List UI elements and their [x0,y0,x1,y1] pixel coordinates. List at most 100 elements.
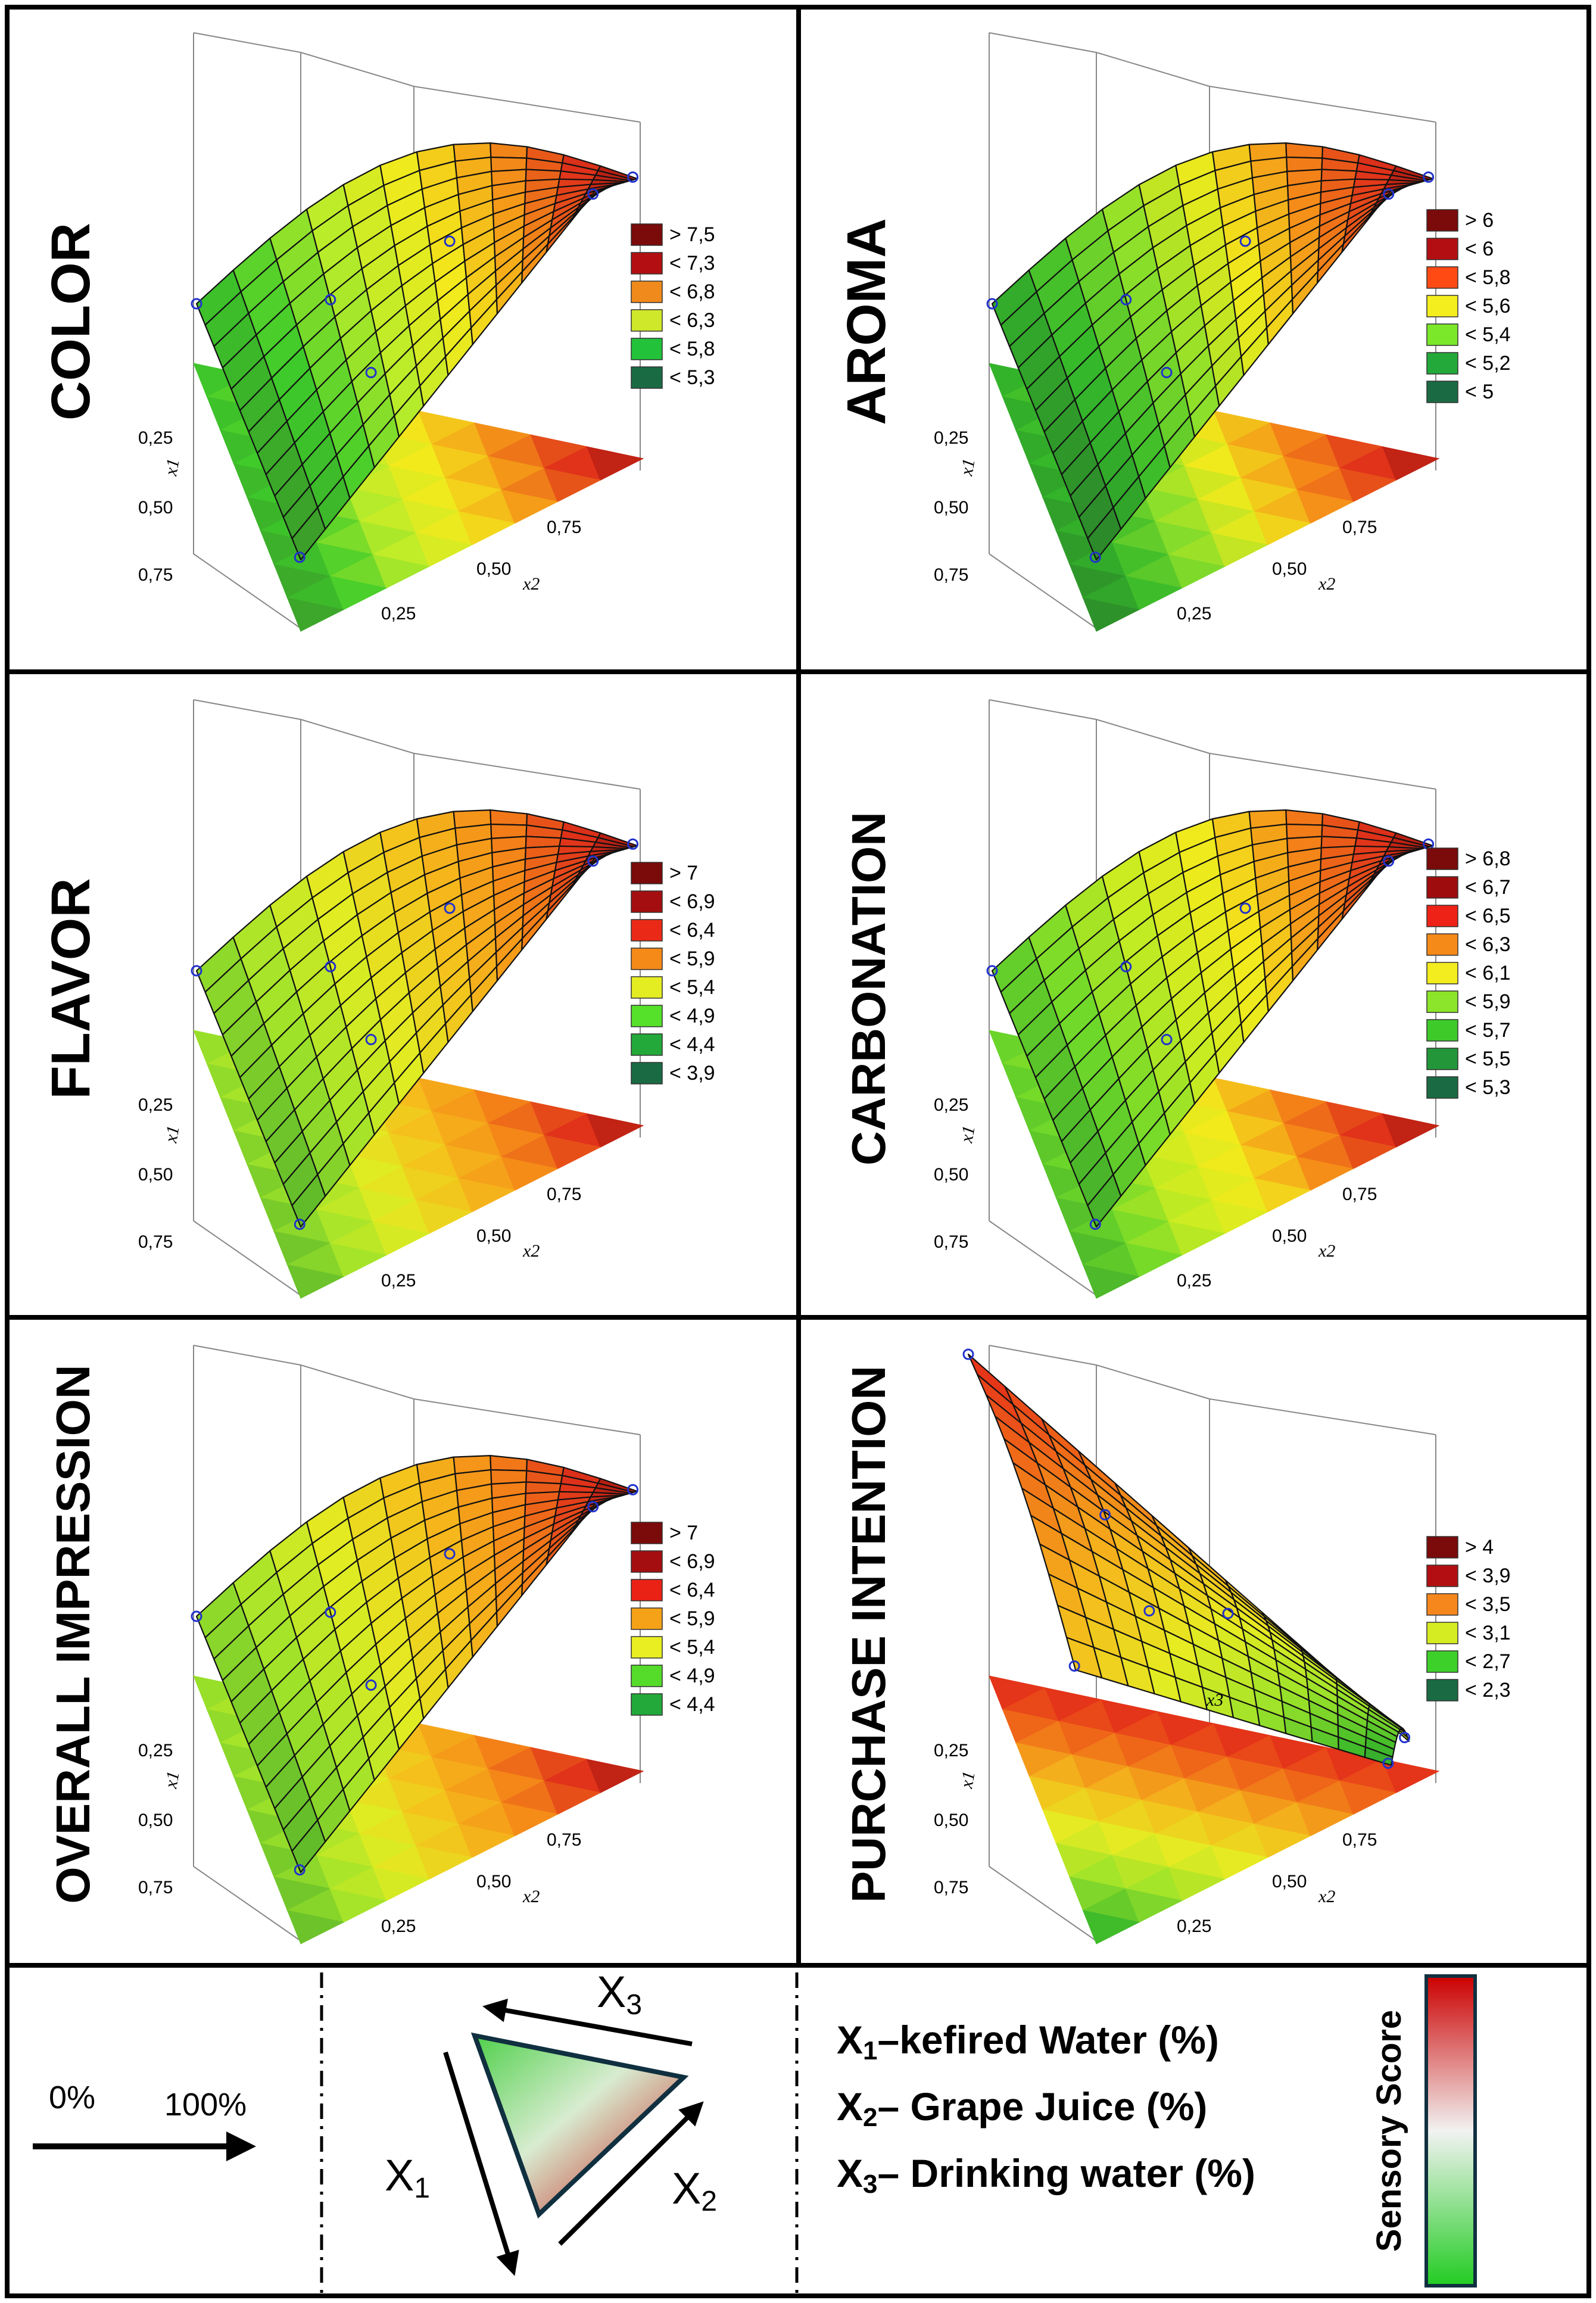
key-label-x2-sub: 2 [701,2186,717,2217]
axis-label-x1: x1 [956,457,979,478]
legend-swatch [631,890,663,913]
box-frame-line [989,553,1097,629]
box-frame-line [300,1364,414,1400]
legend-label: < 2,7 [1465,1650,1511,1673]
panel-title: AROMA [836,218,897,425]
legend-swatch [1426,905,1458,927]
base-contour-cell [1254,511,1311,546]
variable-x1-text: –kefired Water (%) [878,2018,1219,2062]
legend-label: > 7 [669,1522,698,1544]
base-contour-cell [1168,1866,1226,1902]
design-point [627,838,639,850]
box-frame-line [300,52,414,87]
box-frame-line [193,32,301,53]
legend-swatch [631,862,663,884]
base-contour-cell [586,1113,644,1148]
legend-label: < 6,1 [1465,962,1511,984]
legend-swatch [631,223,663,246]
design-point [325,961,336,973]
axis-label-x2: x2 [522,1241,540,1261]
legend-swatch [631,976,663,999]
legend-label: < 5,3 [1465,1076,1511,1099]
base-contour-cell [458,1824,516,1858]
legend-label: < 7,3 [669,252,715,275]
tick-label-x1: 0,25 [138,1741,173,1760]
legend-label: > 7 [669,862,698,884]
axis-label-x1: x1 [956,1770,979,1791]
legend-label: < 6,3 [669,309,715,332]
design-point [294,1218,306,1230]
key-label-x2: X2 [672,2164,717,2217]
axis-label-x2: x2 [522,1887,540,1906]
design-point [191,1610,202,1622]
surface-cell [1285,142,1324,159]
legend-label: < 6,4 [669,919,715,942]
legend-swatch [631,1005,663,1027]
box-frame-line [193,1866,301,1941]
tick-label-x1: 0,50 [934,1165,968,1185]
variable-x3-main: X [837,2151,863,2195]
base-contour-cell [501,489,559,524]
base-contour-cell [1168,554,1226,589]
design-point [986,298,998,310]
panel-title: PURCHASE INTENTION [842,1366,895,1903]
design-point [1239,902,1251,914]
tick-label-x2: 0,75 [1342,518,1377,537]
base-contour-cell [501,1156,559,1191]
key-arrow-x3 [482,1998,693,2046]
design-point [1089,551,1101,563]
legend-swatch [631,1665,663,1687]
legend-swatch [631,366,663,389]
legend-label: < 5,4 [669,976,715,999]
surface-cell [490,142,528,159]
design-point [1120,294,1132,306]
legend-label: < 5,8 [669,338,715,360]
box-frame-line [989,1866,1097,1941]
base-contour-cell [586,446,644,481]
variable-x1-sub: 1 [863,2036,877,2065]
base-contour-cell [372,554,431,589]
legend-label: < 4,9 [669,1005,715,1027]
design-point [191,965,202,977]
key-arrow-x1 [443,2051,519,2276]
legend-label: < 5,5 [1465,1048,1511,1070]
legend-swatch [631,948,663,970]
tick-label-x2: 0,25 [381,604,416,624]
variable-x2-text: – Grape Juice (%) [878,2084,1208,2129]
tick-label-x1: 0,50 [138,1810,173,1830]
legend-swatch [1426,1593,1458,1616]
design-point [1120,961,1132,973]
design-point [325,294,336,306]
sensory-score-colorbar [1424,1974,1477,2288]
design-point [325,1606,336,1618]
base-contour-cell [329,575,388,610]
design-point [1222,1607,1234,1619]
axis-label-x2: x2 [1318,1887,1335,1906]
legend-label: < 3,5 [1465,1593,1511,1616]
panel-aroma: AROMA 0,25 0,50 0,75 0,25 0,50 0,75 x1 x2 > 6 < 6 <… [836,32,1511,632]
design-point [587,855,599,867]
legend-swatch [631,1062,663,1085]
base-contour-cell [329,1888,388,1923]
legend-label: < 4,4 [669,1033,715,1056]
key-section: 0% 100% X1 X2 X3 X1–kefired Water (%) X2… [33,1967,1477,2293]
axis-label-x1: x1 [161,1124,183,1145]
surface-cell [1285,809,1324,826]
tick-label-x1: 0,25 [138,1095,173,1115]
base-contour-cell [1211,1845,1268,1880]
legend-swatch [1426,1622,1458,1644]
base-contour-cell [286,1264,345,1299]
box-frame-line [1096,1364,1210,1400]
legend-label: > 6 [1465,209,1494,232]
legend-label: < 5,8 [1465,266,1511,289]
axis-label-x1: x1 [161,1770,183,1791]
surface-cell [490,1454,528,1472]
base-contour-cell [415,1845,473,1880]
variable-definitions: X1–kefired Water (%) X2– Grape Juice (%)… [837,2018,1255,2199]
base-contour-cell [458,511,516,546]
legend-swatch [1426,352,1458,375]
tick-label-x1: 0,75 [934,1232,968,1252]
direction-start-label: 0% [49,2080,95,2115]
legend-swatch [1426,323,1458,346]
legend-swatch [631,919,663,942]
